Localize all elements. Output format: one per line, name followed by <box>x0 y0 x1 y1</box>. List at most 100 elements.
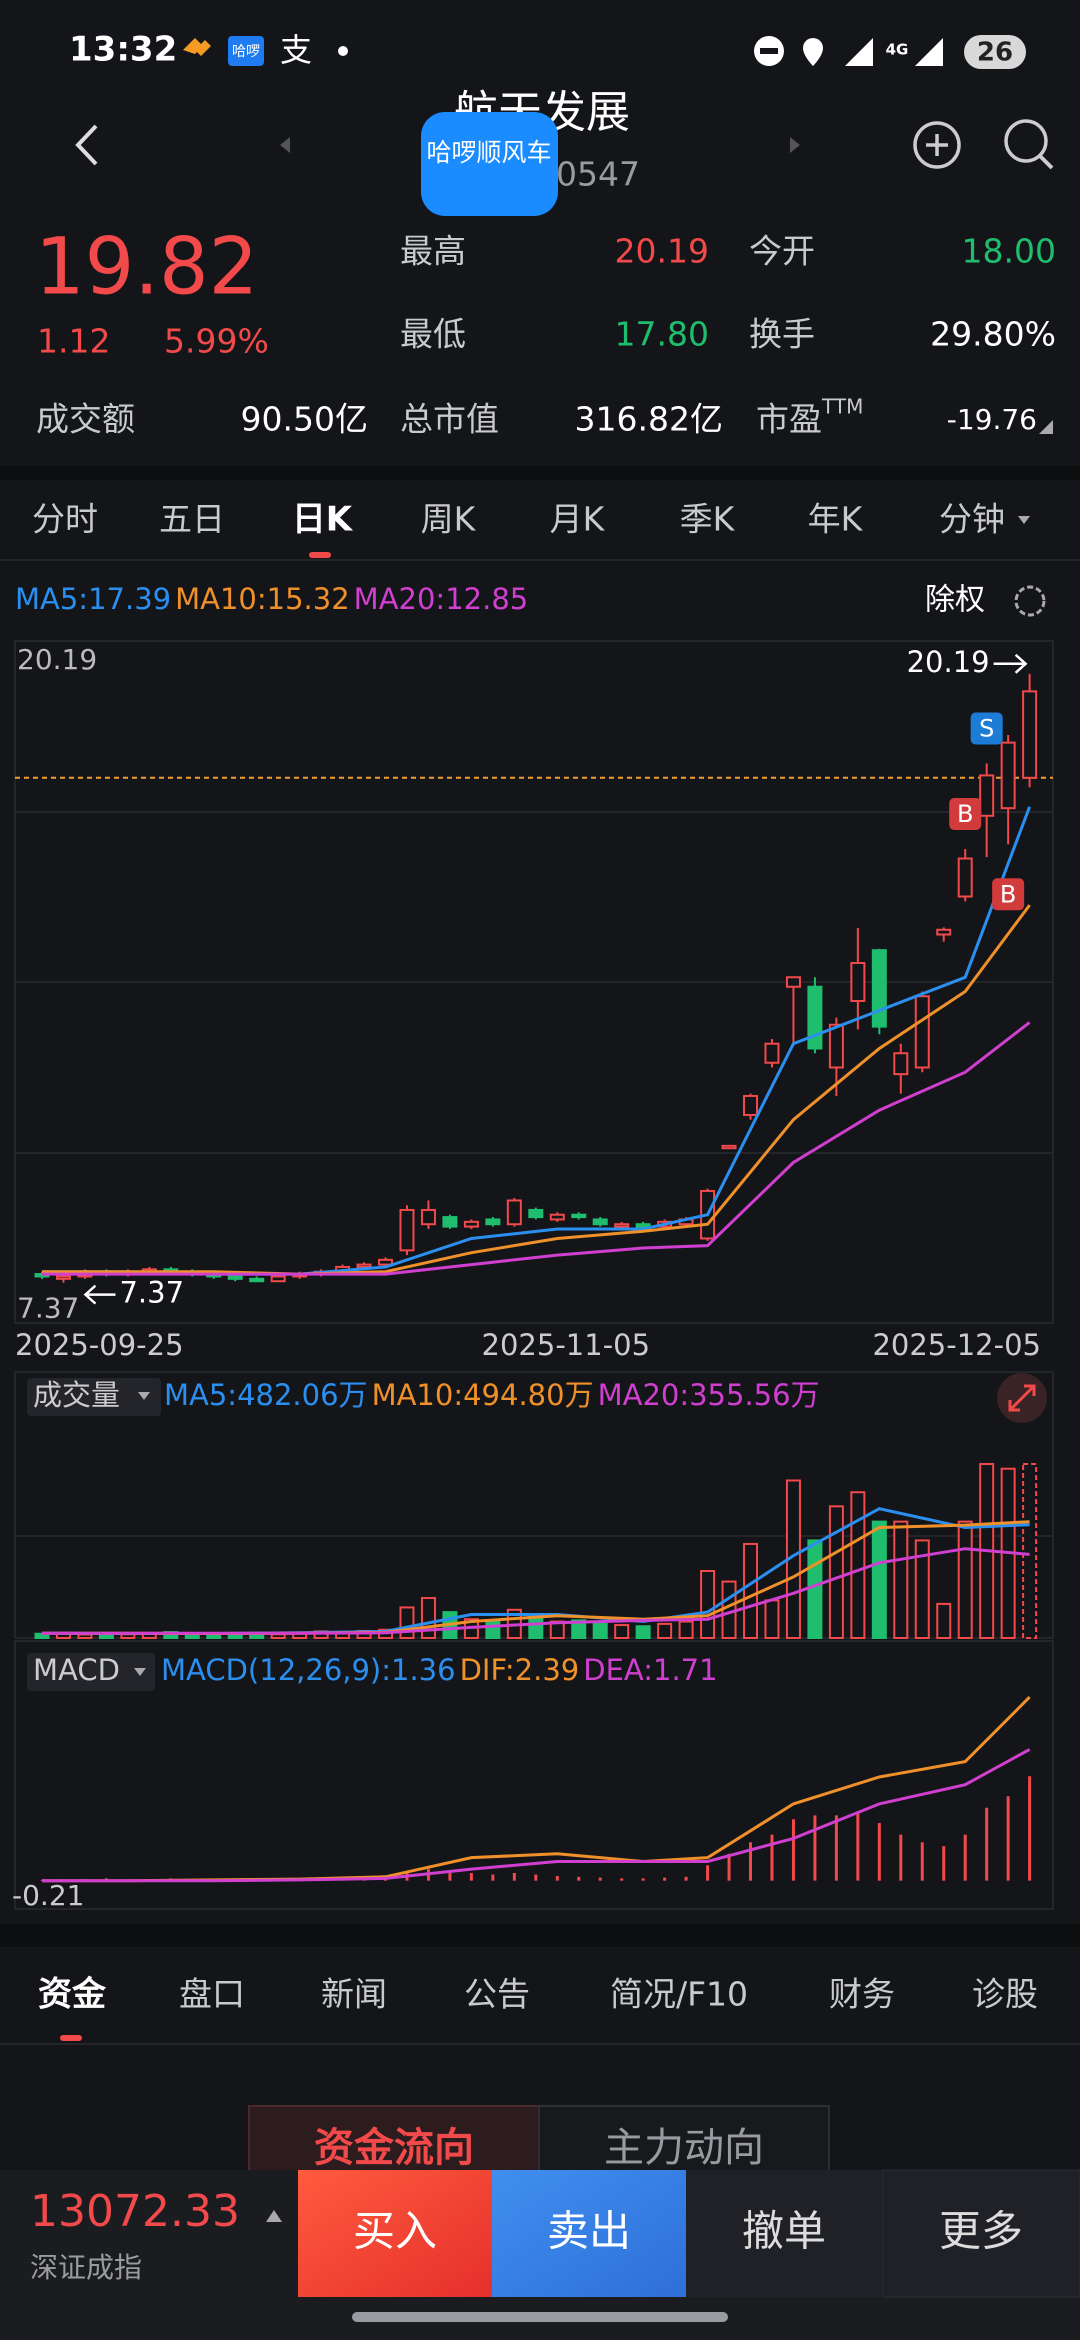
candle-body <box>270 1275 286 1283</box>
more-indicator <box>1039 420 1053 434</box>
indicator-title: 成交量 <box>33 1378 120 1412</box>
info-tab[interactable]: 公告 <box>464 1975 530 2014</box>
separator <box>0 1924 1080 1947</box>
price-change: 1.12 <box>37 322 110 361</box>
candle-body <box>850 962 866 1002</box>
indicator-select[interactable] <box>27 1378 161 1416</box>
volume-bar <box>399 1606 415 1639</box>
candle-body <box>936 928 952 936</box>
expand-indicator[interactable] <box>266 2210 282 2222</box>
stat-label: 最低 <box>400 315 466 354</box>
volume-bar <box>850 1491 866 1639</box>
info-tab[interactable]: 盘口 <box>179 1975 245 2014</box>
candle-body <box>914 995 930 1069</box>
add-button[interactable] <box>913 121 961 169</box>
trade-signal-label: B <box>957 800 973 828</box>
stat-value: 17.80 <box>615 315 709 354</box>
macd-panel <box>14 1640 1054 1910</box>
sell-button[interactable] <box>492 2170 686 2297</box>
index-name: 深证成指 <box>30 2251 142 2284</box>
expand-button[interactable] <box>1008 1384 1036 1412</box>
stat-label: 市盈 <box>756 400 822 439</box>
low-marker: 7.37 <box>119 1276 184 1310</box>
candle-body <box>764 1042 780 1064</box>
period-tab[interactable]: 五日 <box>159 500 225 539</box>
trade-signal <box>970 712 1003 745</box>
stat-label: 最高 <box>400 232 466 271</box>
stat-label: 成交额 <box>36 400 135 439</box>
floating-bubble-text[interactable]: 哈啰顺风车 <box>426 138 551 167</box>
legend-entry: DEA:1.71 <box>583 1653 717 1687</box>
period-tab[interactable]: 周K <box>421 500 477 539</box>
volume-bar <box>592 1622 608 1640</box>
trade-signal-label: B <box>1000 880 1016 908</box>
more-label[interactable]: 更多 <box>939 2207 1023 2256</box>
period-tab[interactable]: 分钟 <box>939 500 1005 539</box>
x-tick-label: 2025-11-05 <box>482 1328 651 1362</box>
dot <box>338 46 348 56</box>
dropdown-icon[interactable] <box>138 1392 150 1400</box>
trade-signal <box>949 798 982 831</box>
period-tab[interactable]: 月K <box>550 500 606 539</box>
volume-bar <box>871 1520 887 1639</box>
add-button[interactable] <box>926 134 948 156</box>
stat-value: 90.50亿 <box>241 400 368 439</box>
candle-body <box>463 1220 479 1228</box>
settings-button[interactable] <box>1014 585 1046 617</box>
buy-label[interactable]: 买入 <box>353 2207 437 2256</box>
info-tab[interactable]: 财务 <box>829 1975 895 2014</box>
cancel-button[interactable] <box>686 2170 883 2297</box>
search-button[interactable] <box>1038 154 1054 170</box>
volume-bar <box>614 1624 630 1639</box>
adjust-button[interactable]: 除权 <box>925 583 985 618</box>
candle-body <box>442 1216 458 1228</box>
candle-body <box>614 1223 630 1228</box>
charts: MA5:17.39 MA10:15.32 MA20:12.8520.197.3720… <box>12 582 1053 1912</box>
candle-body <box>979 774 995 817</box>
buy-button[interactable] <box>298 2170 492 2297</box>
stat-value: -19.76 <box>947 403 1037 436</box>
indicator-line <box>42 904 1031 1276</box>
legend-entry: MA20:355.56万 <box>598 1378 820 1412</box>
sell-label[interactable]: 卖出 <box>547 2207 631 2256</box>
cancel-label[interactable]: 撤单 <box>742 2207 826 2256</box>
flow-tab-label[interactable]: 主力动向 <box>604 2125 764 2171</box>
indicator-line <box>42 1021 1031 1276</box>
period-tab[interactable]: 年K <box>808 500 864 539</box>
info-tab[interactable]: 简况/F10 <box>610 1975 748 2014</box>
high-marker: 20.19 <box>907 645 990 679</box>
volume-bar <box>936 1602 952 1639</box>
trade-signal <box>992 878 1025 911</box>
tab-indicator <box>309 552 331 558</box>
candle-body <box>828 1023 844 1069</box>
info-tab[interactable]: 诊股 <box>972 1975 1038 2014</box>
volume-bar <box>635 1625 651 1639</box>
volume-bar <box>77 1633 93 1639</box>
more-button[interactable] <box>882 2169 1080 2298</box>
volume-bar <box>206 1633 222 1639</box>
candle-body <box>893 1052 909 1076</box>
prev-stock[interactable] <box>280 137 290 153</box>
candle-body <box>55 1275 71 1280</box>
candle-body <box>743 1094 759 1116</box>
period-tab[interactable]: 季K <box>680 500 736 539</box>
indicator-select[interactable] <box>27 1653 155 1691</box>
flow-tab-label[interactable]: 资金流向 <box>314 2125 474 2171</box>
back-button[interactable] <box>75 124 98 166</box>
volume-bar <box>657 1622 673 1640</box>
period-tab[interactable]: 分时 <box>32 500 98 539</box>
legend-entry: MA10:15.32 <box>175 582 350 616</box>
period-tab[interactable]: 日K <box>292 500 354 540</box>
search-button[interactable] <box>1004 119 1048 163</box>
info-tab[interactable]: 新闻 <box>321 1975 387 2014</box>
stat-value: 20.19 <box>615 232 709 271</box>
candle-body <box>378 1258 394 1266</box>
candle-body <box>721 1144 737 1150</box>
info-tab[interactable]: 资金 <box>38 1975 107 2015</box>
floating-bubble[interactable] <box>421 112 558 216</box>
volume-bar <box>485 1620 501 1640</box>
next-stock[interactable] <box>790 137 800 153</box>
dropdown-icon[interactable] <box>134 1668 146 1676</box>
